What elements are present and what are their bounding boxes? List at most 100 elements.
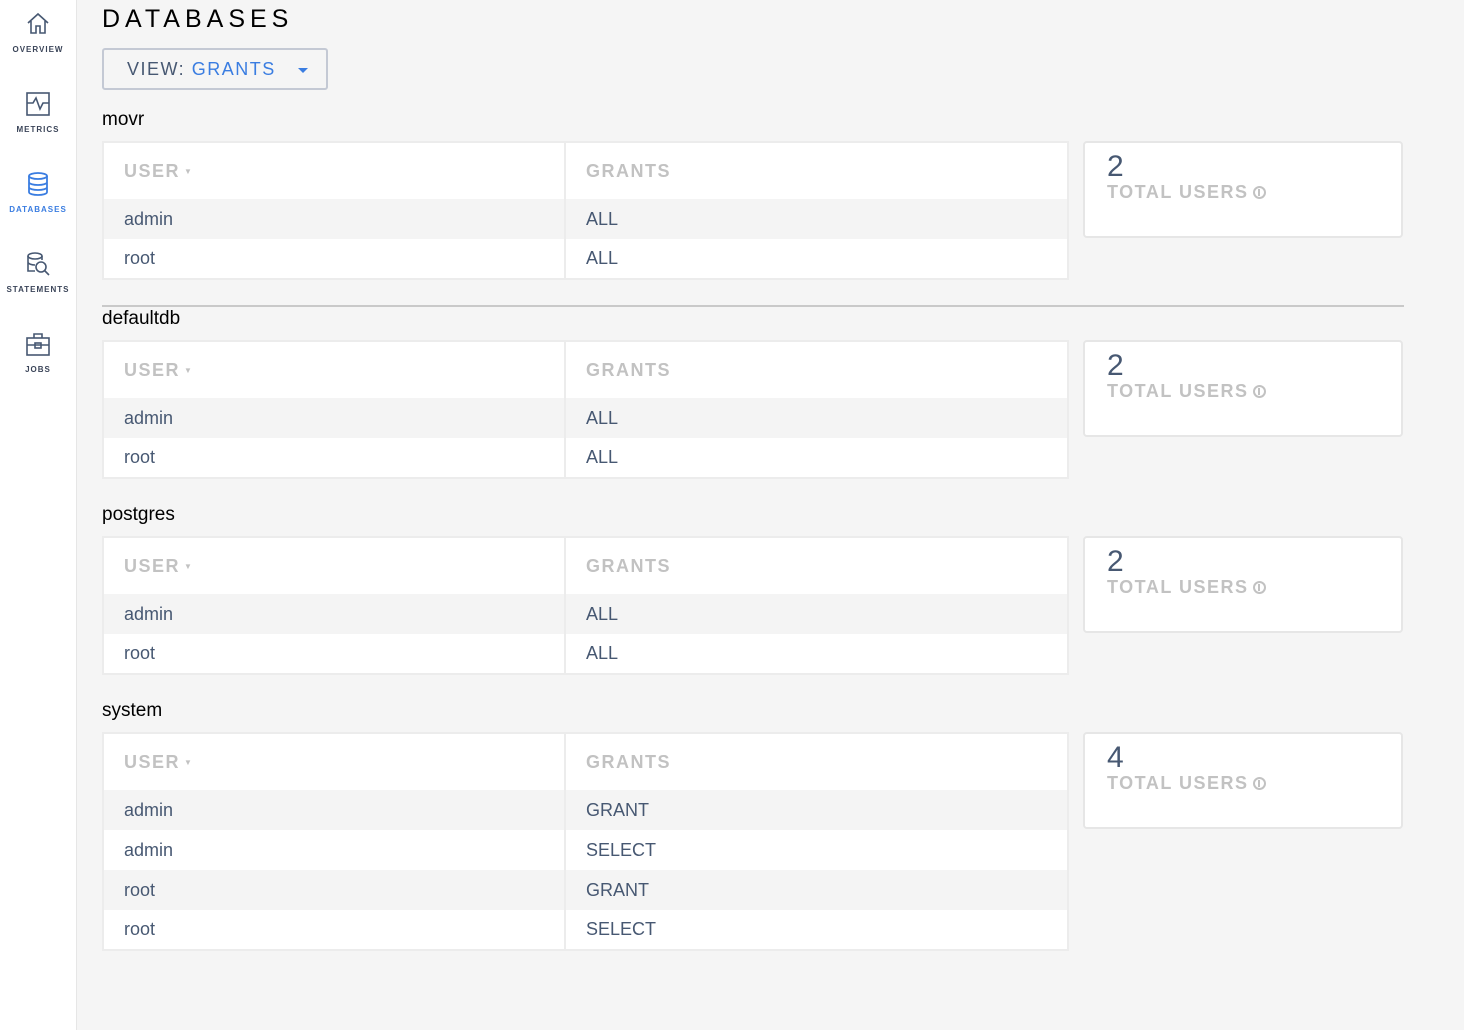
sidebar-item-databases[interactable]: DATABASES [0, 160, 76, 240]
view-value: GRANTS [191, 59, 276, 79]
page-title: DATABASES [102, 5, 294, 33]
info-icon[interactable] [1252, 186, 1266, 199]
total-users-card: 2 TOTAL USERS [1083, 536, 1403, 633]
total-users-label: TOTAL USERS [1107, 773, 1249, 793]
user-cell: admin [103, 199, 566, 239]
grants-column-header: GRANTS [586, 555, 671, 576]
user-cell: root [103, 634, 566, 674]
info-icon[interactable] [1252, 777, 1266, 790]
table-header: USER ▼ GRANTS [103, 537, 1068, 594]
sort-caret-icon: ▼ [184, 758, 194, 768]
table-row: admin ALL [103, 398, 1068, 438]
database-section: postgres USER ▼ GRANTS admin ALL root ALL… [102, 503, 1404, 675]
table-row: admin ALL [103, 594, 1068, 634]
user-column-header[interactable]: USER ▼ [103, 142, 566, 199]
table-header: USER ▼ GRANTS [103, 142, 1068, 199]
total-users-label: TOTAL USERS [1107, 577, 1249, 597]
grants-table: USER ▼ GRANTS admin ALL root ALL [102, 141, 1069, 280]
user-header-label: USER [124, 751, 181, 772]
user-cell: root [103, 239, 566, 279]
grants-column-header: GRANTS [586, 160, 671, 181]
grant-cell: ALL [565, 398, 1068, 438]
home-icon [27, 12, 49, 34]
table-row: root ALL [103, 239, 1068, 279]
table-row: admin SELECT [103, 830, 1068, 870]
sidebar-item-jobs[interactable]: JOBS [0, 320, 76, 400]
database-section: system USER ▼ GRANTS admin GRANT admin SE… [102, 699, 1404, 951]
user-column-header[interactable]: USER ▼ [103, 537, 566, 594]
user-cell: admin [103, 398, 566, 438]
user-cell: root [103, 910, 566, 950]
database-icon [28, 172, 48, 196]
user-header-label: USER [124, 359, 181, 380]
sidebar-item-label: JOBS [25, 365, 51, 374]
grant-cell: SELECT [586, 919, 657, 939]
database-name: postgres [102, 504, 175, 525]
user-cell: admin [103, 830, 566, 870]
user-cell: admin [103, 790, 566, 830]
grant-cell: GRANT [565, 790, 1068, 830]
user-column-header[interactable]: USER ▼ [103, 341, 566, 398]
view-label: VIEW: [127, 59, 186, 79]
total-users-label: TOTAL USERS [1107, 182, 1249, 202]
sidebar: OVERVIEW METRICS DATABASES STATEMENTS JO… [0, 0, 77, 1030]
database-name: defaultdb [102, 308, 181, 329]
table-row: root GRANT [103, 870, 1068, 910]
table-row: admin GRANT [103, 790, 1068, 830]
table-header: USER ▼ GRANTS [103, 341, 1068, 398]
sidebar-item-label: DATABASES [9, 205, 67, 214]
total-users-count: 2 [1107, 545, 1124, 578]
user-header-label: USER [124, 160, 181, 181]
sort-caret-icon: ▼ [184, 366, 194, 376]
total-users-count: 2 [1107, 150, 1124, 183]
grants-table: USER ▼ GRANTS admin ALL root ALL [102, 340, 1069, 479]
total-users-count: 2 [1107, 349, 1124, 382]
grants-column-header: GRANTS [586, 359, 671, 380]
caret-down-icon [298, 68, 308, 73]
grant-cell: ALL [565, 199, 1068, 239]
section-divider [102, 305, 1404, 307]
sort-caret-icon: ▼ [184, 167, 194, 177]
user-column-header[interactable]: USER ▼ [103, 733, 566, 790]
table-row: admin ALL [103, 199, 1068, 239]
grants-table: USER ▼ GRANTS admin ALL root ALL [102, 536, 1069, 675]
info-icon[interactable] [1252, 385, 1266, 398]
info-icon[interactable] [1252, 581, 1266, 594]
sidebar-item-overview[interactable]: OVERVIEW [0, 0, 76, 80]
total-users-label: TOTAL USERS [1107, 381, 1249, 401]
sidebar-item-label: STATEMENTS [6, 285, 70, 294]
view-dropdown[interactable]: VIEW: GRANTS [102, 48, 328, 90]
sidebar-item-label: OVERVIEW [12, 45, 64, 54]
table-header: USER ▼ GRANTS [103, 733, 1068, 790]
table-row: root ALL [103, 438, 1068, 478]
sidebar-item-metrics[interactable]: METRICS [0, 80, 76, 160]
grant-cell: GRANT [565, 870, 1068, 910]
grant-cell: SELECT [586, 839, 657, 860]
table-row: root SELECT [103, 910, 1068, 950]
grant-cell: ALL [586, 447, 619, 467]
total-users-card: 2 TOTAL USERS [1083, 340, 1403, 437]
grant-cell: ALL [586, 248, 619, 268]
sidebar-item-label: METRICS [16, 125, 60, 134]
user-cell: admin [103, 594, 566, 634]
sort-caret-icon: ▼ [184, 562, 194, 572]
sidebar-item-statements[interactable]: STATEMENTS [0, 240, 76, 320]
database-list: movr USER ▼ GRANTS admin ALL root ALL 2 T… [102, 108, 1404, 951]
grant-cell: ALL [565, 594, 1068, 634]
user-header-label: USER [124, 555, 181, 576]
total-users-card: 2 TOTAL USERS [1083, 141, 1403, 238]
total-users-count: 4 [1107, 741, 1124, 774]
total-users-card: 4 TOTAL USERS [1083, 732, 1403, 829]
database-name: system [102, 700, 163, 721]
jobs-icon [26, 333, 50, 356]
grant-cell: ALL [586, 643, 619, 663]
statements-icon [27, 252, 50, 276]
grants-table: USER ▼ GRANTS admin GRANT admin SELECT ro… [102, 732, 1069, 951]
user-cell: root [103, 870, 566, 910]
grants-column-header: GRANTS [586, 751, 671, 772]
database-name: movr [102, 109, 145, 130]
table-row: root ALL [103, 634, 1068, 674]
metrics-icon [26, 92, 50, 116]
database-section: defaultdb USER ▼ GRANTS admin ALL root AL… [102, 307, 1404, 479]
user-cell: root [103, 438, 566, 478]
